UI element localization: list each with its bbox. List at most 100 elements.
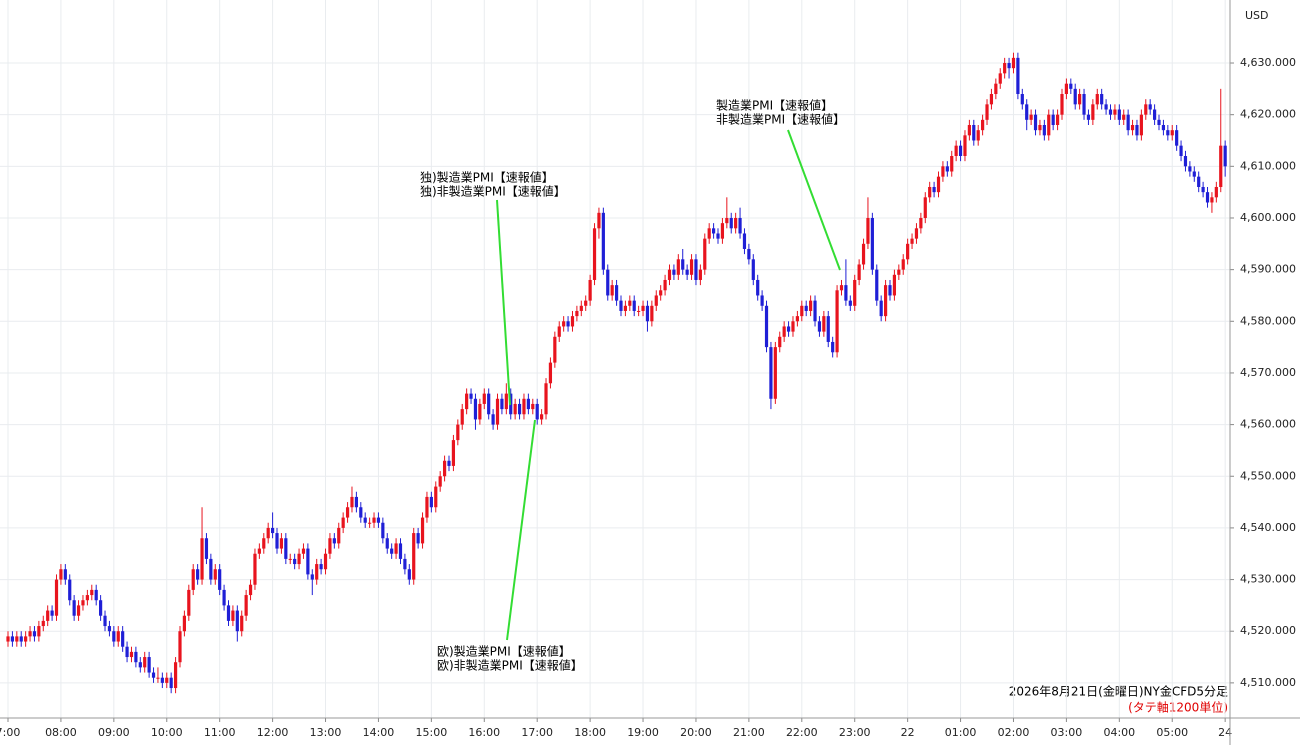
candle-body bbox=[442, 460, 447, 477]
candle-body bbox=[15, 636, 19, 642]
candle-body bbox=[875, 269, 879, 301]
candle-body bbox=[1197, 176, 1201, 187]
candle-body bbox=[919, 217, 923, 229]
candle-body bbox=[998, 73, 1002, 84]
candle-body bbox=[363, 517, 367, 523]
candle-body bbox=[958, 145, 963, 156]
x-tick-label: 04:00 bbox=[1103, 726, 1135, 739]
candle-body bbox=[822, 316, 826, 332]
candle-body bbox=[416, 533, 420, 544]
candle-body bbox=[906, 243, 910, 260]
candle-body bbox=[1153, 109, 1157, 120]
candle-body bbox=[570, 316, 575, 327]
y-tick-label: 4,570.000 bbox=[1240, 366, 1296, 379]
candle-body bbox=[138, 662, 142, 668]
candle-body bbox=[800, 305, 804, 317]
candle-body bbox=[1078, 94, 1082, 105]
candle-body bbox=[1161, 125, 1166, 131]
candle-body bbox=[1188, 166, 1192, 172]
candle-body bbox=[659, 290, 663, 296]
candle-body bbox=[1069, 83, 1073, 89]
candle-body bbox=[288, 558, 292, 560]
candle-body bbox=[200, 538, 204, 580]
candle-body bbox=[204, 538, 209, 559]
candle-body bbox=[831, 341, 835, 353]
candle-body bbox=[376, 517, 381, 523]
annotation-line bbox=[496, 199, 511, 406]
candle-body bbox=[791, 321, 795, 332]
candle-body bbox=[76, 605, 81, 616]
candle-body bbox=[6, 636, 10, 642]
plot-area bbox=[0, 0, 1230, 718]
candle-body bbox=[147, 657, 151, 673]
candle-body bbox=[1175, 130, 1179, 146]
candle-body bbox=[985, 104, 989, 120]
candle-body bbox=[63, 569, 67, 580]
candle-body bbox=[1016, 57, 1020, 95]
candle-body bbox=[628, 300, 632, 306]
candle-body bbox=[350, 496, 354, 508]
candle-body bbox=[632, 300, 636, 311]
candle-body bbox=[1055, 114, 1060, 126]
candle-body bbox=[1223, 145, 1227, 167]
candle-body bbox=[394, 543, 398, 554]
y-tick-label: 4,530.000 bbox=[1240, 573, 1296, 586]
candle-body bbox=[914, 228, 919, 239]
candle-body bbox=[698, 269, 702, 280]
candle-body bbox=[169, 677, 173, 689]
candle-body bbox=[932, 186, 936, 193]
candle-body bbox=[390, 548, 394, 554]
candle-body bbox=[566, 321, 570, 327]
candle-body bbox=[482, 393, 486, 404]
candle-body bbox=[989, 94, 994, 105]
candle-body bbox=[994, 83, 998, 95]
candle-body bbox=[672, 269, 676, 275]
candle-body bbox=[773, 347, 777, 399]
candle-body bbox=[191, 569, 195, 590]
x-tick-label: 03:00 bbox=[1051, 726, 1083, 739]
candle-body bbox=[861, 243, 866, 265]
candle-body bbox=[209, 558, 213, 580]
candle-body bbox=[729, 217, 733, 229]
candle-body bbox=[1100, 94, 1104, 105]
y-tick-label: 4,550.000 bbox=[1240, 469, 1296, 482]
candle-body bbox=[588, 279, 592, 301]
candle-body bbox=[857, 264, 861, 280]
candle-body bbox=[456, 424, 460, 441]
candle-body bbox=[328, 538, 332, 554]
candle-body bbox=[1011, 57, 1016, 69]
candle-body bbox=[725, 217, 729, 224]
candle-body bbox=[597, 212, 601, 229]
candle-body bbox=[610, 285, 614, 296]
candle-body bbox=[778, 336, 782, 348]
candle-body bbox=[213, 569, 217, 580]
candle-body bbox=[125, 646, 129, 658]
candle-body bbox=[747, 248, 751, 260]
candle-body bbox=[557, 326, 561, 337]
candle-body bbox=[663, 279, 667, 291]
x-tick-label: 7:00 bbox=[0, 726, 20, 739]
candle-body bbox=[244, 595, 248, 616]
candle-body bbox=[226, 605, 231, 621]
y-tick-label: 4,630.000 bbox=[1240, 56, 1296, 69]
candle-body bbox=[945, 166, 949, 172]
candle-body bbox=[81, 600, 85, 606]
candle-body bbox=[323, 553, 328, 570]
candle-body bbox=[451, 440, 456, 466]
candle-body bbox=[473, 398, 478, 420]
candle-body bbox=[619, 300, 623, 311]
candle-body bbox=[94, 589, 98, 601]
x-tick-label: 24 bbox=[1218, 726, 1232, 739]
annotation-text: 独)製造業PMI【速報値】 bbox=[420, 170, 554, 185]
candle-body bbox=[1025, 104, 1029, 120]
candle-body bbox=[637, 310, 641, 312]
y-tick-label: 4,520.000 bbox=[1240, 624, 1296, 637]
candle-body bbox=[1148, 104, 1152, 110]
candle-body bbox=[941, 166, 945, 177]
annotation-text: 欧)製造業PMI【速報値】 bbox=[437, 644, 571, 659]
candle-body bbox=[844, 285, 848, 301]
candle-body bbox=[275, 533, 279, 549]
candle-body bbox=[641, 305, 645, 311]
y-tick-label: 4,620.000 bbox=[1240, 108, 1296, 121]
candle-body bbox=[553, 336, 557, 363]
